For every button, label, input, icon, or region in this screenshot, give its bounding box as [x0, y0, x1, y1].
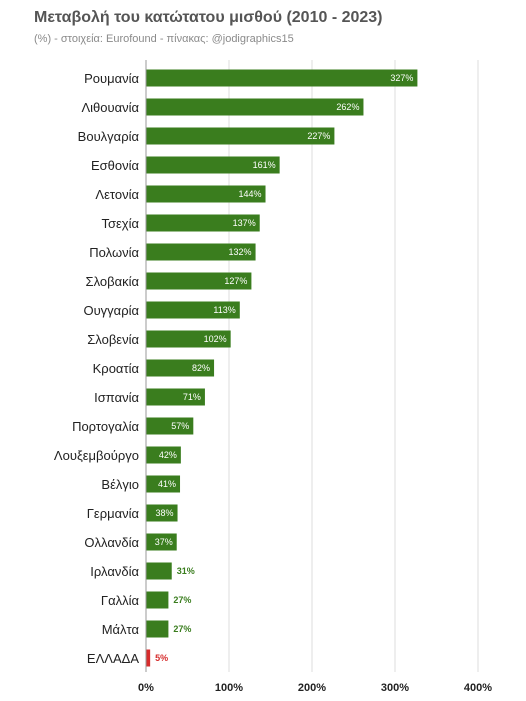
category-label: Ολλανδία: [84, 535, 139, 550]
chart-title: Μεταβολή του κατώτατου μισθού (2010 - 20…: [34, 9, 383, 26]
bar: [146, 98, 364, 116]
data-label: 161%: [253, 160, 276, 170]
category-label: Μάλτα: [102, 622, 140, 637]
category-label: Ισπανία: [94, 390, 139, 405]
category-label: Λετονία: [95, 187, 139, 202]
bar: [146, 214, 260, 232]
category-label: Γαλλία: [101, 593, 140, 608]
data-label: 5%: [155, 653, 168, 663]
category-label: Πολωνία: [89, 245, 139, 260]
data-label: 262%: [336, 102, 359, 112]
data-label: 27%: [173, 624, 191, 634]
bar: [146, 69, 418, 87]
bar: [146, 359, 215, 377]
category-label: Σλοβενία: [87, 332, 139, 347]
category-label: Λιθουανία: [81, 100, 139, 115]
data-label: 137%: [233, 218, 256, 228]
category-label: Ουγγαρία: [83, 303, 139, 318]
data-label: 132%: [229, 247, 252, 257]
data-label: 227%: [307, 131, 330, 141]
data-label: 37%: [155, 537, 173, 547]
data-label: 144%: [238, 189, 261, 199]
data-label: 31%: [177, 566, 195, 576]
x-tick-label: 100%: [215, 682, 243, 694]
data-label: 38%: [156, 508, 174, 518]
data-label: 57%: [171, 421, 189, 431]
category-label: Πορτογαλία: [72, 419, 139, 434]
x-tick-label: 200%: [298, 682, 326, 694]
category-label: Σλοβακία: [86, 274, 140, 289]
data-label: 127%: [224, 276, 247, 286]
data-label: 113%: [213, 305, 235, 315]
category-label: Κροατία: [93, 361, 140, 376]
x-tick-label: 300%: [381, 682, 409, 694]
bar: [146, 533, 177, 551]
data-label: 71%: [183, 392, 201, 402]
category-label: Ιρλανδία: [90, 564, 139, 579]
bar: [146, 388, 205, 406]
data-label: 27%: [173, 595, 191, 605]
category-label: Τσεχία: [101, 216, 139, 231]
bar: [146, 417, 194, 435]
data-label: 102%: [204, 334, 227, 344]
bar: [146, 127, 335, 145]
category-label: Ρουμανία: [84, 71, 139, 86]
bar: [146, 504, 178, 522]
data-label: 82%: [192, 363, 210, 373]
data-label: 41%: [158, 479, 176, 489]
category-label: ΕΛΛΑΔΑ: [87, 651, 139, 666]
bar-highlight: [146, 649, 151, 667]
x-tick-label: 0%: [138, 682, 154, 694]
bar: [146, 243, 256, 261]
chart-subtitle: (%) - στοιχεία: Eurofound - πίνακας: @jo…: [34, 33, 294, 45]
bar: [146, 475, 181, 493]
bar: [146, 562, 172, 580]
x-tick-label: 400%: [464, 682, 492, 694]
data-label: 42%: [159, 450, 177, 460]
bar: [146, 620, 169, 638]
bar: [146, 301, 240, 319]
bar: [146, 591, 169, 609]
category-label: Βουλγαρία: [78, 129, 140, 144]
bar: [146, 330, 231, 348]
category-label: Γερμανία: [87, 506, 140, 521]
category-label: Βέλγιο: [101, 477, 139, 492]
data-label: 327%: [390, 73, 413, 83]
bar: [146, 156, 280, 174]
bar: [146, 185, 266, 203]
category-label: Εσθονία: [91, 158, 140, 173]
bar: [146, 446, 181, 464]
category-label: Λουξεμβούργο: [54, 448, 139, 463]
bar: [146, 272, 252, 290]
